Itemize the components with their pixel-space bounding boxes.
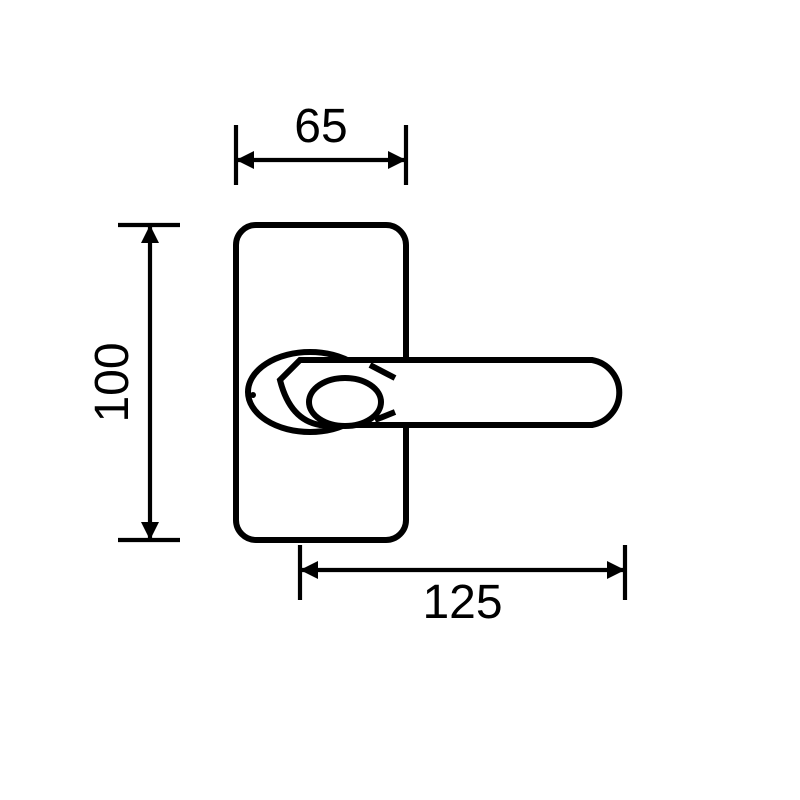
neck-ellipse <box>309 378 381 426</box>
dim-height-label: 100 <box>86 342 139 422</box>
dim-width-label: 65 <box>294 100 347 153</box>
pin-dot <box>250 392 256 398</box>
dim-lever-label: 125 <box>422 576 502 629</box>
technical-drawing: 65 100 125 <box>0 0 800 800</box>
